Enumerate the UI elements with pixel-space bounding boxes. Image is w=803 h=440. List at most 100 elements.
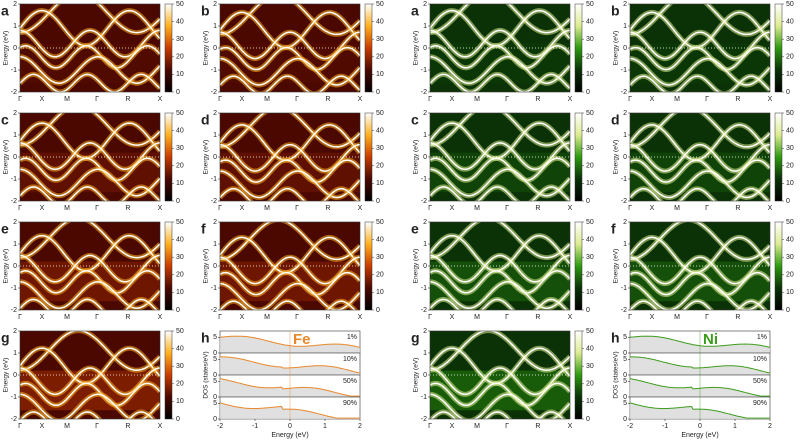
y-tick-label: 5 xyxy=(213,356,217,363)
dos-level-label: 90% xyxy=(753,400,767,407)
y-tick-label: 5 xyxy=(213,378,217,385)
k-label: X xyxy=(158,96,163,103)
k-label: X xyxy=(768,314,773,321)
heatmap xyxy=(430,113,570,201)
colorbar-tick-label: 30 xyxy=(376,36,384,43)
y-tick-label: 5 xyxy=(623,400,627,407)
y-tick-label: -2 xyxy=(421,89,427,96)
k-label: M xyxy=(64,423,70,430)
colorbar-tick-label: 10 xyxy=(786,71,794,78)
y-axis-label: DOS (states/eV) xyxy=(613,351,620,398)
panel-letter: h xyxy=(611,330,620,346)
colorbar-tick-label: 20 xyxy=(786,54,794,61)
panel-letter: c xyxy=(411,112,419,128)
y-axis-label: Energy (eV) xyxy=(613,31,620,66)
panel-letter: g xyxy=(411,330,420,346)
colorbar-tick-label: 0 xyxy=(786,89,790,96)
k-label: R xyxy=(125,423,130,430)
y-tick-label: 2 xyxy=(423,1,427,8)
k-label: M xyxy=(474,314,480,321)
k-label: Γ xyxy=(95,96,99,103)
colorbar-tick-label: 0 xyxy=(176,307,180,314)
band xyxy=(220,271,360,296)
k-label: X xyxy=(768,96,773,103)
y-axis-label: Energy (eV) xyxy=(413,358,420,393)
y-tick-label: -2 xyxy=(621,307,627,314)
colorbar-tick-label: 40 xyxy=(376,236,384,243)
y-tick-label: 5 xyxy=(623,378,627,385)
k-label: R xyxy=(735,314,740,321)
y-tick-label: 1 xyxy=(623,241,627,248)
band xyxy=(20,73,160,92)
band xyxy=(20,222,160,259)
k-label: Γ xyxy=(705,96,709,103)
heatmap xyxy=(20,4,160,92)
y-tick-label: 0 xyxy=(423,263,427,270)
k-label: M xyxy=(674,96,680,103)
y-tick-label: 0 xyxy=(623,394,627,401)
panel-letter: b xyxy=(201,3,210,19)
y-tick-label: 2 xyxy=(213,1,217,8)
y-tick-label: 0 xyxy=(213,350,217,357)
y-tick-label: -1 xyxy=(421,67,427,74)
colorbar-tick-label: 20 xyxy=(176,163,184,170)
k-label: M xyxy=(474,423,480,430)
y-tick-label: 0 xyxy=(13,372,17,379)
y-tick-label: -1 xyxy=(621,176,627,183)
colorbar-tick-label: 20 xyxy=(786,272,794,279)
k-label: X xyxy=(40,314,45,321)
y-tick-label: -2 xyxy=(11,89,17,96)
colorbar xyxy=(164,330,173,420)
y-tick-label: 0 xyxy=(13,154,17,161)
colorbar xyxy=(774,221,783,311)
y-tick-label: -1 xyxy=(211,176,217,183)
k-label: X xyxy=(158,205,163,212)
y-tick-label: -1 xyxy=(211,285,217,292)
band xyxy=(430,4,570,34)
colorbar-tick-label: 50 xyxy=(586,328,594,335)
colorbar xyxy=(364,3,373,93)
y-axis-label: Energy (eV) xyxy=(3,358,10,393)
k-label: R xyxy=(535,96,540,103)
k-label: R xyxy=(325,314,330,321)
band xyxy=(20,186,160,201)
colorbar-tick-label: 50 xyxy=(586,110,594,117)
k-label: R xyxy=(535,205,540,212)
x-tick-label: 2 xyxy=(768,423,772,430)
k-label: X xyxy=(158,314,163,321)
colorbar-tick-label: 30 xyxy=(176,254,184,261)
colorbar-tick-label: 0 xyxy=(376,198,380,205)
band xyxy=(220,75,360,92)
band xyxy=(430,411,564,419)
y-tick-label: -2 xyxy=(421,198,427,205)
band xyxy=(220,159,360,183)
heatmap xyxy=(630,113,770,201)
k-label: X xyxy=(568,314,573,321)
y-tick-label: -2 xyxy=(421,416,427,423)
colorbar-tick-label: 50 xyxy=(586,219,594,226)
k-label: M xyxy=(264,205,270,212)
x-tick-label: 2 xyxy=(358,423,362,430)
band xyxy=(430,382,570,407)
k-label: Γ xyxy=(505,96,509,103)
colorbar xyxy=(364,112,373,202)
band xyxy=(20,393,160,419)
colorbar-tick-label: 0 xyxy=(786,198,790,205)
k-label: Γ xyxy=(18,205,22,212)
colorbar xyxy=(574,221,583,311)
k-label: X xyxy=(358,205,363,212)
colorbar-tick-label: 0 xyxy=(586,307,590,314)
k-label: X xyxy=(450,314,455,321)
y-tick-label: 0 xyxy=(213,394,217,401)
y-tick-label: 5 xyxy=(213,334,217,341)
band xyxy=(430,168,570,197)
k-label: X xyxy=(650,205,655,212)
k-label: R xyxy=(325,205,330,212)
colorbar-tick-label: 50 xyxy=(176,1,184,8)
k-label: Γ xyxy=(505,205,509,212)
band xyxy=(630,4,770,36)
band xyxy=(430,298,568,310)
y-axis-label: Energy (eV) xyxy=(413,249,420,284)
colorbar-tick-label: 40 xyxy=(786,236,794,243)
heatmap xyxy=(430,4,570,92)
